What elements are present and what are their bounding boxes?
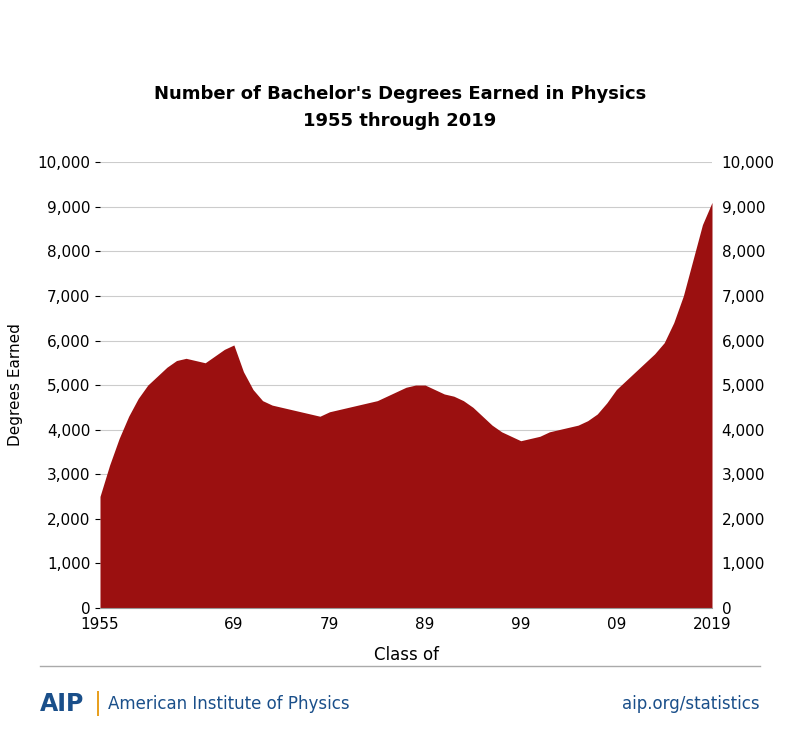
Text: |: | bbox=[94, 691, 102, 716]
X-axis label: Class of: Class of bbox=[374, 646, 438, 664]
Text: American Institute of Physics: American Institute of Physics bbox=[108, 695, 350, 713]
Text: aip.org/statistics: aip.org/statistics bbox=[622, 695, 760, 713]
Text: 1955 through 2019: 1955 through 2019 bbox=[303, 112, 497, 130]
Text: Number of Bachelor's Degrees Earned in Physics: Number of Bachelor's Degrees Earned in P… bbox=[154, 85, 646, 103]
Y-axis label: Degrees Earned: Degrees Earned bbox=[8, 324, 23, 446]
Text: AIP: AIP bbox=[40, 692, 84, 716]
